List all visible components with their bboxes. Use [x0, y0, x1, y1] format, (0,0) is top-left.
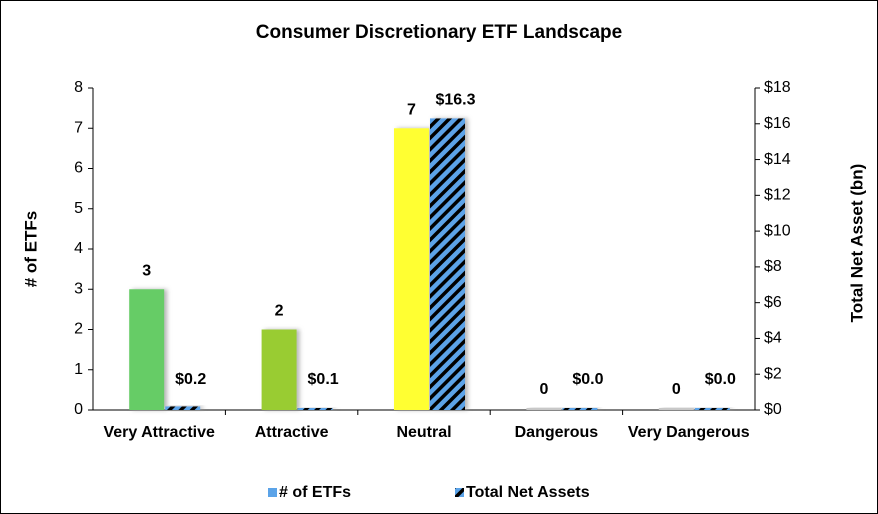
- bar: [694, 408, 730, 410]
- chart-title: Consumer Discretionary ETF Landscape: [256, 22, 622, 43]
- y-tick-label: 1: [74, 361, 83, 378]
- legend-swatch: [268, 488, 277, 497]
- bar: [297, 408, 333, 410]
- x-tick-label: Attractive: [255, 424, 329, 441]
- data-label: 3: [142, 262, 151, 279]
- legend-swatch: [455, 488, 464, 497]
- bar: [165, 406, 201, 410]
- data-label: 7: [407, 101, 416, 118]
- y2-tick-label: $4: [764, 330, 782, 347]
- y2-tick-label: $6: [764, 294, 782, 311]
- y-tick-label: 7: [74, 119, 83, 136]
- y-tick-label: 8: [74, 79, 83, 96]
- x-tick-label: Very Dangerous: [628, 424, 750, 441]
- data-label: $0.2: [175, 371, 206, 388]
- bar: [261, 329, 297, 410]
- data-label: $16.3: [435, 92, 475, 109]
- x-tick-label: Neutral: [396, 424, 451, 441]
- bar: [430, 118, 465, 411]
- y-tick-label: 5: [74, 200, 83, 217]
- y2-tick-label: $14: [764, 151, 791, 168]
- legend-label: # of ETFs: [279, 484, 351, 501]
- y-tick-label: 2: [74, 321, 83, 338]
- data-label: 0: [539, 381, 548, 398]
- y2-tick-label: $2: [764, 365, 782, 382]
- y-tick-label: 4: [74, 240, 83, 257]
- y-tick-label: 3: [74, 280, 83, 297]
- y2-tick-label: $18: [764, 79, 791, 96]
- bar: [562, 408, 598, 410]
- legend-label: Total Net Assets: [466, 484, 590, 501]
- x-tick-label: Dangerous: [515, 424, 599, 441]
- y2-tick-label: $10: [764, 222, 791, 239]
- bar: [129, 289, 165, 410]
- bar: [658, 408, 694, 410]
- y2-axis-label: Total Net Asset (bn): [847, 164, 866, 323]
- data-label: $0.0: [705, 371, 736, 388]
- data-label: $0.0: [572, 371, 603, 388]
- y2-tick-label: $16: [764, 115, 791, 132]
- data-label: 2: [275, 303, 284, 320]
- y-axis-label: # of ETFs: [21, 211, 40, 288]
- data-label: 0: [672, 381, 681, 398]
- data-label: $0.1: [308, 371, 339, 388]
- bar: [394, 128, 429, 410]
- bar: [526, 408, 562, 410]
- y2-tick-label: $8: [764, 258, 782, 275]
- y-tick-label: 6: [74, 160, 83, 177]
- y-tick-label: 0: [74, 401, 83, 418]
- x-tick-label: Very Attractive: [103, 424, 215, 441]
- y2-tick-label: $12: [764, 187, 791, 204]
- y2-tick-label: $0: [764, 401, 782, 418]
